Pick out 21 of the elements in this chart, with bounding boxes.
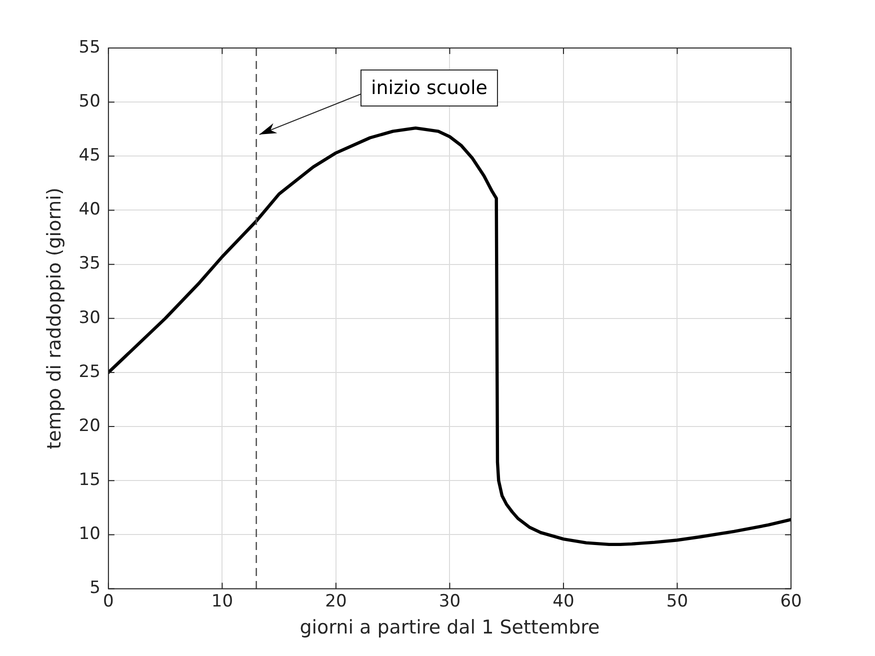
x-tick-label: 20 xyxy=(325,591,347,612)
y-tick-label: 5 xyxy=(90,578,100,598)
y-tick-label: 50 xyxy=(78,92,100,112)
y-tick-label: 25 xyxy=(78,362,100,382)
y-tick-label: 40 xyxy=(78,200,100,220)
y-tick-label: 15 xyxy=(78,470,100,490)
x-tick-label: 50 xyxy=(666,591,688,612)
x-tick-label: 30 xyxy=(438,591,461,612)
y-axis-title: tempo di raddoppio (giorni) xyxy=(43,188,66,450)
annotation: inizio scuole xyxy=(370,76,488,99)
y-tick-label: 35 xyxy=(78,254,100,274)
x-tick-label: 0 xyxy=(103,591,114,612)
y-tick-label: 55 xyxy=(78,37,100,58)
y-tick-label: 45 xyxy=(78,146,100,166)
x-axis-title: giorni a partire dal 1 Settembre xyxy=(300,616,600,639)
y-tick-label: 30 xyxy=(78,308,100,328)
y-tick-label: 10 xyxy=(78,524,100,544)
x-tick-label: 10 xyxy=(211,591,234,612)
x-tick-label: 40 xyxy=(552,591,574,612)
x-tick-label: 60 xyxy=(780,591,802,612)
y-tick-label: 20 xyxy=(78,416,100,436)
